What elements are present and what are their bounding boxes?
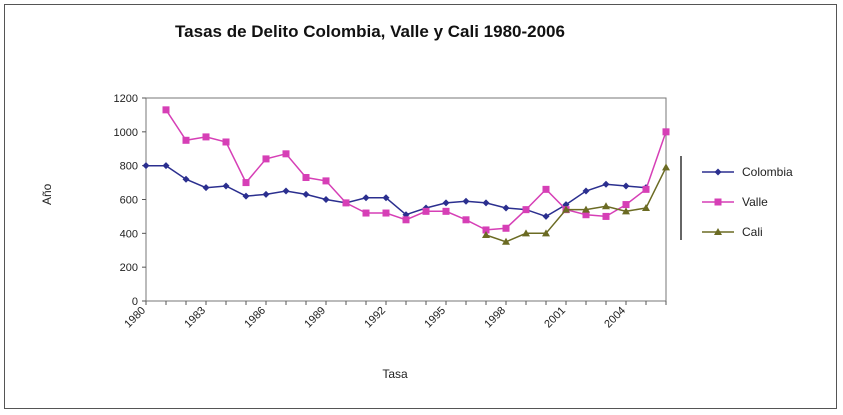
series-layer bbox=[142, 106, 670, 245]
legend: Colombia Valle Cali bbox=[680, 156, 793, 240]
data-point-colombia bbox=[182, 175, 190, 183]
legend-item-valle: Valle bbox=[702, 195, 768, 209]
legend-marker-cali bbox=[714, 228, 722, 235]
data-point-valle bbox=[462, 216, 470, 224]
data-point-valle bbox=[642, 185, 650, 193]
legend-label-cali: Cali bbox=[742, 225, 763, 239]
data-point-valle bbox=[622, 201, 630, 209]
x-tick-label: 1980 bbox=[122, 305, 148, 331]
data-point-valle bbox=[502, 224, 510, 232]
data-point-cali bbox=[502, 237, 510, 245]
data-point-cali bbox=[602, 202, 610, 210]
y-tick-label: 800 bbox=[120, 161, 138, 173]
data-point-valle bbox=[342, 199, 350, 207]
legend-item-colombia: Colombia bbox=[702, 165, 793, 179]
y-tick-label: 1000 bbox=[114, 127, 138, 139]
legend-label-colombia: Colombia bbox=[742, 165, 793, 179]
data-point-colombia bbox=[202, 184, 210, 192]
data-point-colombia bbox=[302, 190, 310, 198]
data-point-colombia bbox=[162, 162, 170, 170]
plot-border bbox=[145, 97, 667, 302]
data-point-valle bbox=[302, 174, 310, 182]
x-tick-label: 1986 bbox=[242, 305, 268, 331]
x-tick-label: 1995 bbox=[422, 305, 448, 331]
y-tick-label: 0 bbox=[132, 296, 138, 308]
series-cali bbox=[482, 163, 670, 245]
data-point-valle bbox=[202, 133, 210, 141]
data-point-valle bbox=[222, 138, 230, 146]
data-point-colombia bbox=[442, 199, 450, 207]
data-point-valle bbox=[662, 128, 670, 136]
data-point-valle bbox=[282, 150, 290, 158]
data-point-valle bbox=[362, 209, 370, 217]
data-point-cali bbox=[642, 203, 650, 211]
data-point-colombia bbox=[602, 180, 610, 188]
data-point-valle bbox=[442, 207, 450, 215]
data-point-valle bbox=[402, 216, 410, 224]
y-axis: 0 200 400 600 800 1000 1200 bbox=[114, 93, 146, 308]
x-tick-label: 1989 bbox=[302, 305, 328, 331]
data-point-colombia bbox=[362, 194, 370, 202]
data-point-valle bbox=[242, 179, 250, 187]
series-valle bbox=[162, 106, 670, 234]
data-point-cali bbox=[562, 205, 570, 213]
x-axis-label: Tasa bbox=[382, 367, 408, 381]
data-point-colombia bbox=[622, 182, 630, 190]
data-point-colombia bbox=[282, 187, 290, 195]
data-point-valle bbox=[322, 177, 330, 185]
data-point-colombia bbox=[262, 190, 270, 198]
data-point-colombia bbox=[382, 194, 390, 202]
y-tick-label: 400 bbox=[120, 228, 138, 240]
data-point-cali bbox=[542, 229, 550, 237]
data-point-valle bbox=[182, 136, 190, 144]
x-tick-label: 1983 bbox=[182, 305, 208, 331]
data-point-valle bbox=[162, 106, 170, 114]
data-point-valle bbox=[422, 207, 430, 215]
data-point-cali bbox=[482, 231, 490, 239]
x-tick-label: 2004 bbox=[602, 305, 628, 331]
data-point-cali bbox=[582, 205, 590, 213]
plot-area bbox=[145, 97, 667, 302]
y-tick-label: 600 bbox=[120, 195, 138, 207]
data-point-valle bbox=[262, 155, 270, 163]
chart-title: Tasas de Delito Colombia, Valle y Cali 1… bbox=[175, 22, 565, 41]
data-point-colombia bbox=[242, 192, 250, 200]
data-point-valle bbox=[582, 211, 590, 219]
x-axis: 1980 1983 1986 1989 1992 1995 1998 2001 2004 bbox=[122, 301, 667, 331]
y-tick-label: 1200 bbox=[114, 93, 138, 105]
x-tick-label: 1992 bbox=[362, 305, 388, 331]
y-tick-label: 200 bbox=[120, 262, 138, 274]
x-tick-label: 2001 bbox=[542, 305, 568, 331]
data-point-cali bbox=[662, 163, 670, 171]
data-point-valle bbox=[542, 185, 550, 193]
data-point-colombia bbox=[502, 204, 510, 212]
data-point-colombia bbox=[542, 212, 550, 220]
data-point-cali bbox=[522, 229, 530, 237]
data-point-valle bbox=[382, 209, 390, 217]
legend-marker-colombia bbox=[714, 168, 722, 176]
data-point-valle bbox=[482, 226, 490, 234]
data-point-colombia bbox=[482, 199, 490, 207]
legend-label-valle: Valle bbox=[742, 195, 768, 209]
data-point-valle bbox=[602, 212, 610, 220]
x-tick-label: 1998 bbox=[482, 305, 508, 331]
legend-item-cali: Cali bbox=[702, 225, 763, 239]
data-point-valle bbox=[522, 206, 530, 214]
data-point-colombia bbox=[462, 197, 470, 205]
data-point-colombia bbox=[142, 162, 150, 170]
data-point-colombia bbox=[322, 196, 330, 203]
legend-marker-valle bbox=[714, 198, 722, 206]
data-point-cali bbox=[622, 207, 630, 215]
data-point-colombia bbox=[222, 182, 230, 190]
data-point-colombia bbox=[582, 187, 590, 195]
series-line-cali bbox=[485, 167, 667, 243]
